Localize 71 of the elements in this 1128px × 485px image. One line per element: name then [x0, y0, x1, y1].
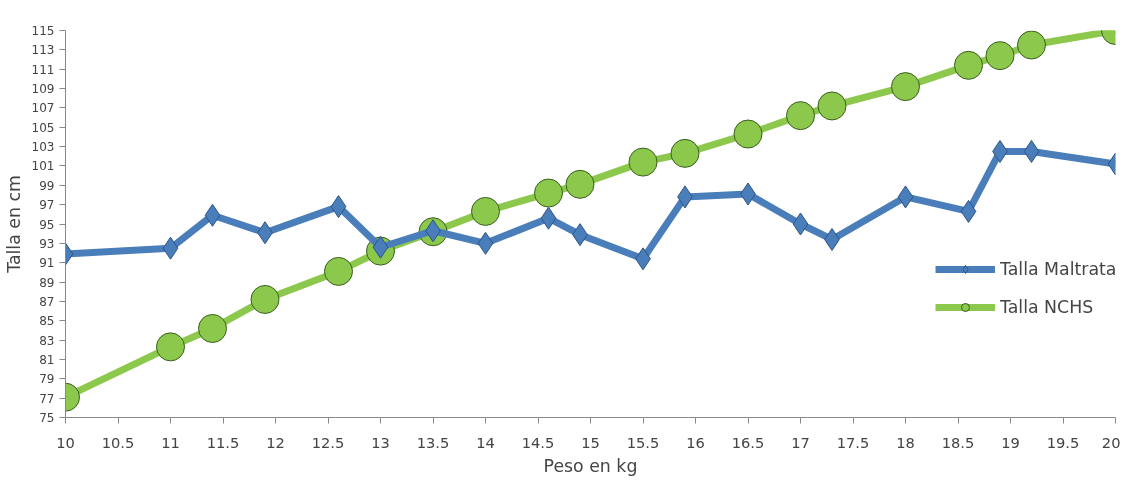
y-tick-label: 101 — [31, 159, 55, 174]
y-tick-label: 95 — [39, 217, 55, 232]
point — [162, 236, 179, 260]
y-tick-label: 109 — [31, 82, 55, 97]
y-tick-label: 115 — [31, 24, 55, 38]
point — [324, 256, 353, 286]
point — [250, 284, 280, 314]
x-tick-label: 19.5 — [1046, 433, 1080, 451]
y-tick-label: 79 — [39, 372, 55, 387]
point — [565, 169, 595, 199]
y-tick-label: 105 — [31, 120, 55, 135]
point — [985, 41, 1015, 71]
x-tick-label: 15.5 — [626, 433, 660, 451]
point — [954, 50, 983, 80]
point — [897, 185, 914, 209]
point — [540, 206, 557, 230]
point — [960, 199, 977, 223]
point — [891, 72, 920, 102]
point — [156, 332, 185, 362]
y-tick-label: 103 — [31, 140, 55, 155]
point — [330, 195, 347, 219]
x-tick-label: 10 — [56, 433, 75, 451]
x-tick-label: 14 — [476, 433, 495, 451]
y-tick-label: 107 — [31, 101, 55, 116]
point — [1023, 139, 1040, 163]
y-tick-label: 85 — [39, 314, 55, 329]
x-tick-label: 15 — [581, 433, 600, 451]
x-tick-label: 11.5 — [206, 433, 240, 451]
y-tick-label: 93 — [39, 236, 55, 251]
x-tick-label: 20 — [1101, 433, 1121, 451]
x-tick-label: 18 — [896, 433, 915, 451]
x-tick-label: 14.5 — [521, 433, 555, 451]
point — [792, 212, 809, 236]
y-tick-label: 113 — [31, 43, 55, 58]
point — [534, 178, 563, 208]
y-axis-title: Talla en cm — [3, 175, 24, 274]
point — [204, 203, 221, 227]
point — [733, 119, 763, 149]
point — [471, 196, 500, 226]
y-tick-label: 81 — [39, 352, 55, 367]
x-tick-label: 13.5 — [416, 433, 450, 451]
x-tick-label: 11 — [161, 433, 180, 451]
x-tick-label: 16.5 — [731, 433, 765, 451]
y-tick-label: 89 — [39, 275, 55, 290]
y-tick-label: 75 — [39, 411, 55, 425]
y-tick-label: 111 — [31, 62, 55, 77]
point — [628, 147, 658, 177]
x-axis-title: Peso en kg — [543, 455, 638, 476]
x-tick-label: 19 — [1001, 433, 1020, 451]
y-tick-label: 77 — [39, 391, 55, 406]
point — [670, 138, 700, 168]
legend-label: Talla NCHS — [1000, 297, 1094, 317]
point — [477, 231, 494, 255]
y-tick-label: 91 — [39, 256, 55, 271]
y-tick-label: 83 — [39, 333, 55, 348]
y-tick-label: 97 — [39, 198, 55, 213]
legend-label: Talla Maltrata — [1000, 259, 1116, 279]
x-tick-label: 12 — [266, 433, 285, 451]
x-tick-label: 17 — [791, 433, 810, 451]
point — [1017, 30, 1046, 60]
x-tick-label: 13 — [371, 433, 390, 451]
x-tick-label: 18.5 — [941, 433, 975, 451]
x-tick-label: 10.5 — [101, 433, 135, 451]
x-tick-label: 17.5 — [836, 433, 870, 451]
x-tick-label: 16 — [686, 433, 705, 451]
y-tick-label: 87 — [39, 294, 55, 309]
point — [817, 91, 847, 121]
x-tick-label: 12.5 — [311, 433, 345, 451]
point — [786, 101, 815, 131]
point — [198, 314, 227, 343]
y-tick-label: 99 — [39, 178, 55, 193]
